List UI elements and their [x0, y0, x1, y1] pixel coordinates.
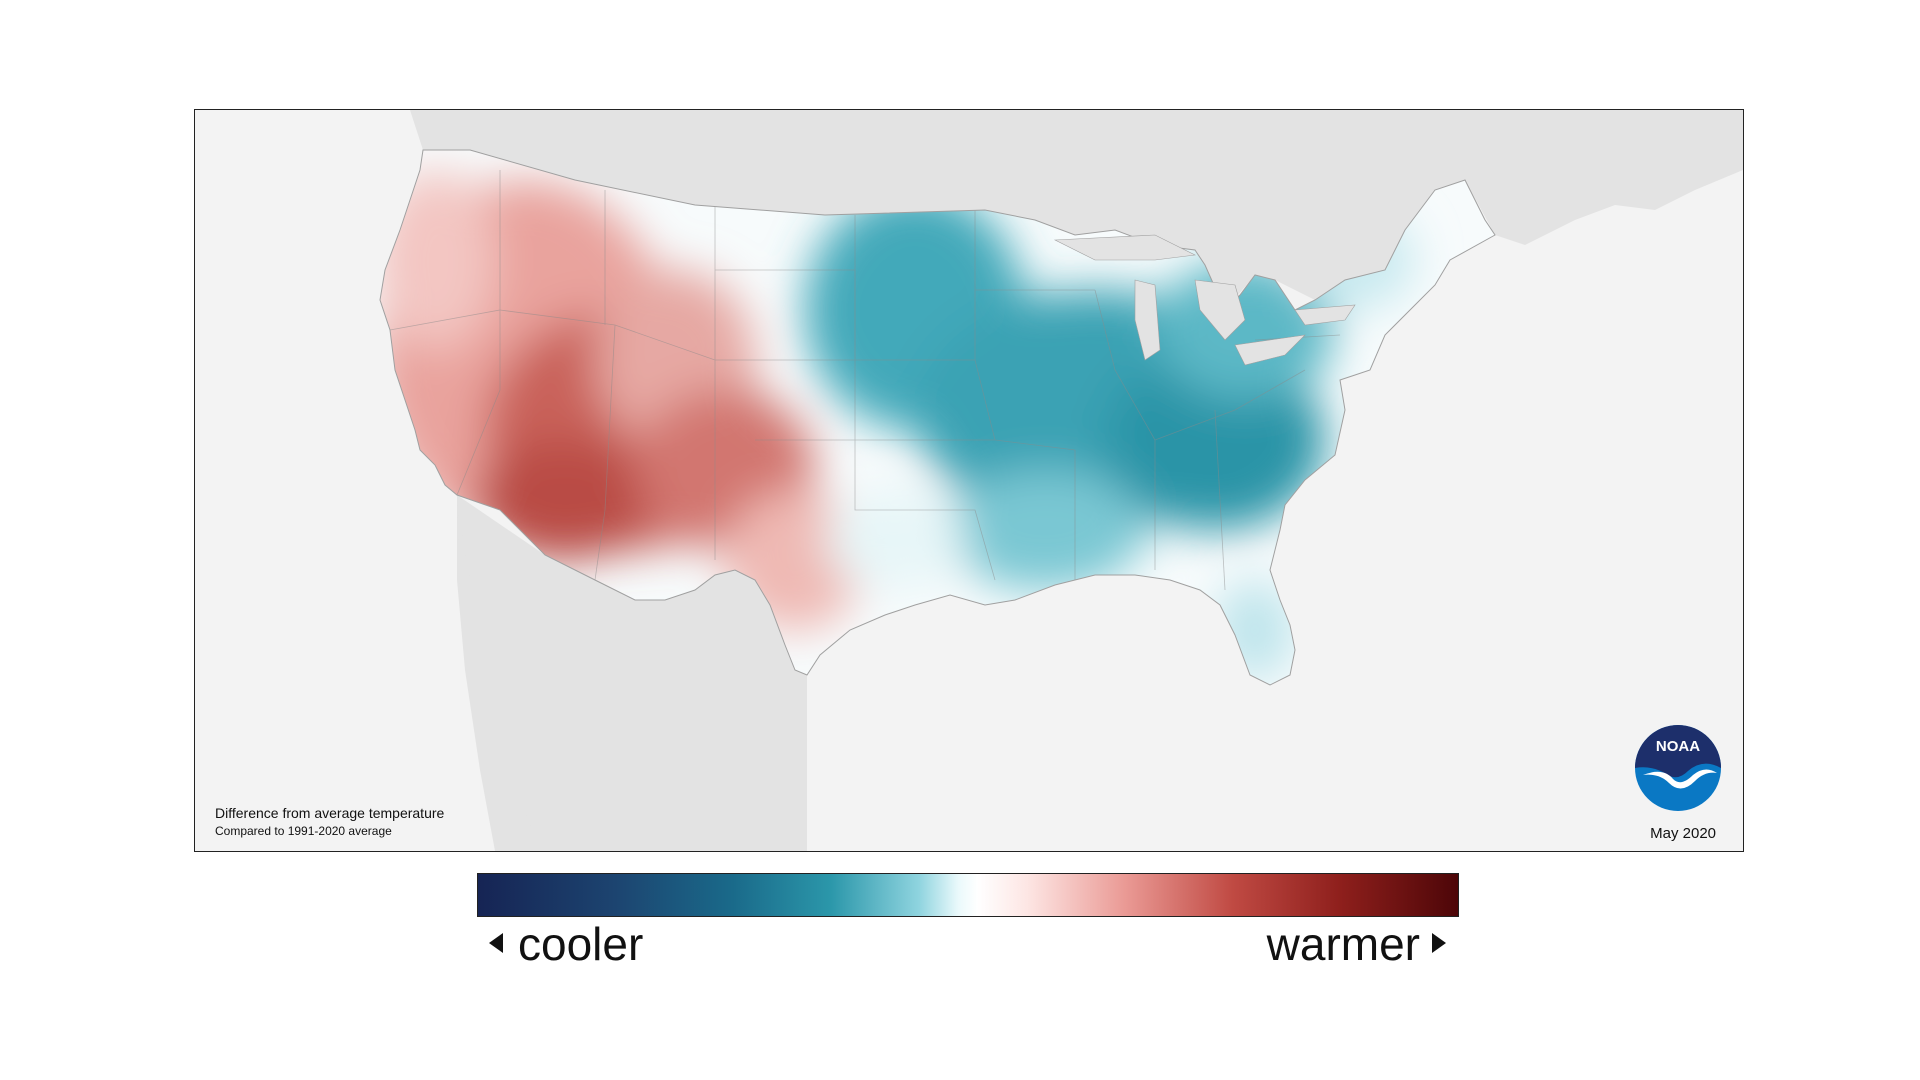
temperature-anomaly-map	[379, 110, 1743, 851]
map-frame: Difference from average temperature Comp…	[194, 109, 1744, 852]
canada-landmass	[395, 110, 1743, 310]
great-lakes	[1053, 234, 1356, 366]
triangle-right-icon	[1432, 933, 1446, 953]
baja-peninsula	[457, 505, 565, 851]
mexico-landmass	[457, 495, 807, 851]
legend-color-bar	[477, 873, 1459, 917]
legend-cooler-label: cooler	[518, 918, 644, 970]
triangle-left-icon	[489, 933, 503, 953]
legend-warmer-label: warmer	[1266, 918, 1420, 970]
date-label: May 2020	[1650, 825, 1716, 842]
svg-text:NOAA: NOAA	[1656, 738, 1700, 755]
caption-title: Difference from average temperature	[215, 805, 445, 821]
caption-subtitle: Compared to 1991-2020 average	[215, 824, 392, 838]
noaa-logo: NOAA	[1635, 725, 1721, 811]
